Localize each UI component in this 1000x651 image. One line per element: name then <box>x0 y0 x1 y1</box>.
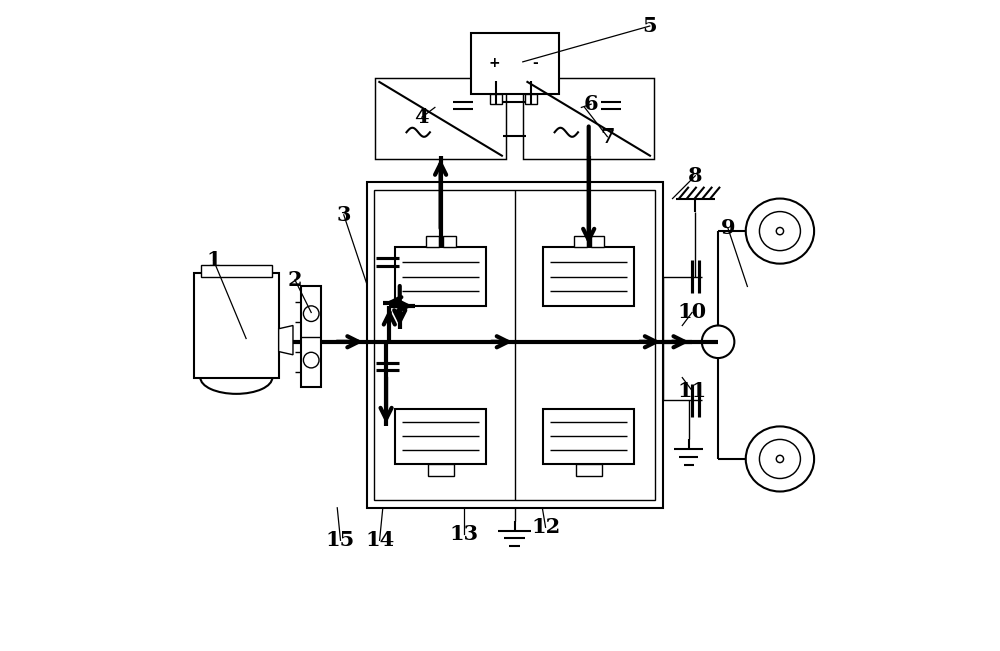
Text: -: - <box>532 57 538 70</box>
Text: 3: 3 <box>337 205 351 225</box>
Bar <box>574 236 587 247</box>
Bar <box>543 409 634 464</box>
Bar <box>374 190 655 500</box>
Circle shape <box>303 306 319 322</box>
Bar <box>490 94 502 104</box>
Text: 11: 11 <box>677 381 707 400</box>
Text: 10: 10 <box>677 303 707 322</box>
Bar <box>591 236 604 247</box>
Circle shape <box>303 352 319 368</box>
Ellipse shape <box>759 212 800 251</box>
Bar <box>426 236 439 247</box>
Text: 13: 13 <box>450 524 479 544</box>
Text: 9: 9 <box>721 218 735 238</box>
Text: 7: 7 <box>600 127 615 146</box>
Ellipse shape <box>746 426 814 492</box>
Bar <box>543 247 634 306</box>
Text: 5: 5 <box>642 16 657 36</box>
Bar <box>375 78 506 159</box>
Bar <box>194 273 279 378</box>
Circle shape <box>776 227 784 235</box>
Bar <box>367 182 663 508</box>
Ellipse shape <box>746 199 814 264</box>
Bar <box>395 247 486 306</box>
Bar <box>525 94 537 104</box>
Bar <box>201 265 272 277</box>
Ellipse shape <box>759 439 800 478</box>
Text: 12: 12 <box>531 518 560 537</box>
Bar <box>526 81 651 156</box>
Circle shape <box>776 455 784 463</box>
Text: 15: 15 <box>326 531 355 550</box>
Text: 14: 14 <box>365 531 394 550</box>
Bar <box>395 409 486 464</box>
Text: 8: 8 <box>688 166 703 186</box>
Text: 6: 6 <box>584 94 598 114</box>
Text: +: + <box>489 57 500 70</box>
Bar <box>378 81 503 156</box>
Polygon shape <box>279 326 293 355</box>
Text: 1: 1 <box>206 251 221 270</box>
Bar <box>428 464 454 475</box>
Bar <box>301 286 321 387</box>
Bar <box>443 236 456 247</box>
Circle shape <box>702 326 734 358</box>
Bar <box>471 33 559 94</box>
Bar <box>523 78 654 159</box>
Text: 4: 4 <box>415 107 429 127</box>
Text: 2: 2 <box>288 270 302 290</box>
Bar <box>576 464 602 475</box>
